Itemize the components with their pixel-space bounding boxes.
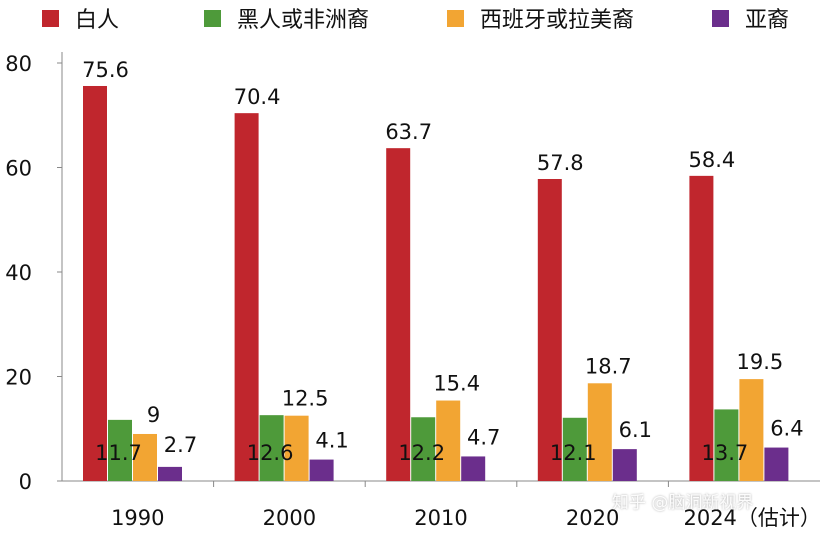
bar-2 — [133, 433, 157, 481]
bar-0 — [689, 175, 714, 482]
bar-0 — [83, 85, 107, 482]
data-label: 6.1 — [619, 418, 652, 442]
data-label: 19.5 — [737, 350, 784, 374]
data-label: 4.1 — [315, 429, 348, 453]
data-label: 6.4 — [770, 417, 803, 441]
data-label: 58.4 — [689, 148, 736, 172]
legend-swatch-asian — [712, 9, 729, 27]
bar-3 — [461, 456, 486, 481]
bar-3 — [612, 449, 637, 481]
bar-2 — [284, 415, 309, 481]
data-label: 11.7 — [95, 441, 142, 465]
bar-2 — [587, 383, 612, 481]
bar-3 — [764, 447, 789, 481]
data-label: 12.5 — [282, 387, 329, 411]
data-label: 4.7 — [467, 425, 500, 449]
bar-3 — [309, 459, 334, 481]
data-label: 12.1 — [550, 441, 597, 465]
y-tick-label: 60 — [5, 157, 32, 181]
legend-label-white: 白人 — [75, 8, 120, 33]
data-label: 57.8 — [537, 151, 584, 175]
bar-0 — [234, 113, 259, 481]
legend-label-asian: 亚裔 — [745, 8, 790, 33]
bar-1 — [411, 417, 436, 481]
x-tick-label: 2010 — [414, 506, 467, 530]
data-label: 12.6 — [247, 441, 294, 465]
data-label: 70.4 — [234, 85, 281, 109]
y-tick-label: 40 — [5, 261, 32, 285]
x-tick-label: 1990 — [111, 506, 164, 530]
legend-item-asian: 亚裔 — [712, 2, 789, 34]
legend-swatch-white — [42, 9, 59, 27]
data-label: 13.7 — [702, 441, 749, 465]
x-tick-label: 2024（估计） — [683, 506, 820, 530]
y-tick-label: 0 — [19, 470, 32, 494]
bar-1 — [259, 415, 284, 481]
bar-0 — [386, 148, 411, 482]
legend-label-black: 黑人或非洲裔 — [237, 8, 370, 33]
y-tick-label: 20 — [5, 366, 32, 390]
data-label: 2.7 — [164, 433, 197, 457]
bar-2 — [436, 400, 461, 481]
data-label: 15.4 — [433, 372, 480, 396]
x-tick-label: 2000 — [263, 506, 316, 530]
bar-3 — [158, 466, 182, 481]
bar-1 — [714, 409, 739, 481]
watermark: 知乎 @脑洞新视界 — [612, 493, 754, 513]
data-label: 75.6 — [82, 58, 129, 82]
legend-item-hispanic: 西班牙或拉美裔 — [447, 2, 634, 34]
data-label: 18.7 — [585, 354, 632, 378]
legend-swatch-hispanic — [447, 9, 464, 27]
y-tick-label: 80 — [5, 52, 32, 76]
bar-0 — [537, 178, 562, 481]
bar-2 — [739, 379, 764, 481]
data-label: 12.2 — [398, 441, 445, 465]
legend-swatch-black — [204, 9, 221, 27]
data-label: 9 — [147, 403, 160, 427]
legend-item-white: 白人 — [42, 2, 119, 34]
chart-legend: 白人 黑人或非洲裔 西班牙或拉美裔 亚裔 — [0, 0, 831, 34]
bar-1 — [562, 417, 587, 481]
legend-item-black: 黑人或非洲裔 — [204, 2, 369, 34]
bar-1 — [108, 419, 132, 481]
legend-label-hispanic: 西班牙或拉美裔 — [480, 8, 635, 33]
x-tick-label: 2020 — [566, 506, 619, 530]
data-label: 63.7 — [385, 120, 432, 144]
